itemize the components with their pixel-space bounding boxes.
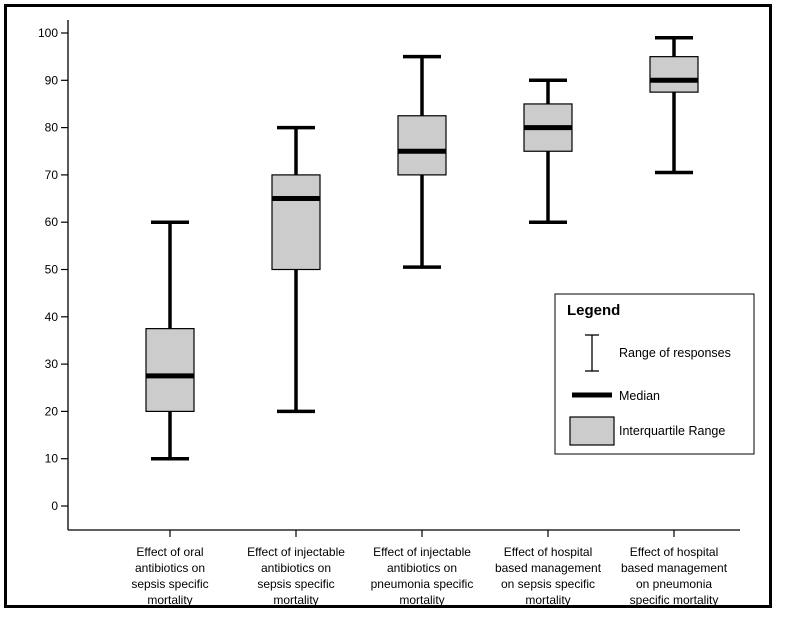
legend: Legend Range of responses Median Interquart… — [554, 293, 755, 455]
iqr-symbol — [569, 416, 615, 446]
iqr-box — [271, 174, 321, 271]
legend-label: Range of responses — [619, 346, 731, 360]
category-label-line: mortality — [525, 593, 570, 607]
y-tick-label: 40 — [45, 310, 59, 324]
y-tick-label: 90 — [45, 73, 59, 87]
category-label-line: Effect of injectable — [373, 545, 471, 559]
box-2 — [271, 125, 321, 414]
category-label-line: antibiotics on — [135, 561, 205, 575]
category-label-line: sepsis specific — [257, 577, 334, 591]
box-4 — [523, 78, 573, 224]
category-label-line: mortality — [273, 593, 318, 607]
box-series — [145, 35, 699, 461]
category-label-line: mortality — [147, 593, 192, 607]
y-tick-label: 10 — [45, 452, 59, 466]
legend-entry-range: Range of responses — [585, 334, 731, 372]
category-label-line: pneumonia specific — [371, 577, 474, 591]
category-label-line: Effect of injectable — [247, 545, 345, 559]
y-tick-label: 30 — [45, 357, 59, 371]
category-label: Effect of oral antibiotics on sepsis speci… — [131, 545, 208, 607]
legend-entry-iqr: Interquartile Range — [569, 416, 725, 446]
axes: 0 10 20 30 40 50 60 70 80 90 100 — [38, 20, 740, 537]
box-5 — [649, 35, 699, 175]
y-tick-label: 70 — [45, 168, 59, 182]
category-label-line: on sepsis specific — [501, 577, 595, 591]
y-tick-label: 100 — [38, 26, 58, 40]
y-tick-label: 50 — [45, 263, 59, 277]
box-3 — [397, 54, 447, 269]
category-label-line: on pneumonia — [636, 577, 712, 591]
category-label-line: based management — [621, 561, 728, 575]
category-label: Effect of injectable antibiotics on pneumo… — [371, 545, 474, 607]
legend-label: Median — [619, 389, 660, 403]
category-label-line: Effect of hospital — [504, 545, 593, 559]
category-label-line: based management — [495, 561, 602, 575]
chart-frame — [4, 4, 772, 608]
y-tick-label: 0 — [51, 499, 58, 513]
category-label: Effect of hospital based management on pne… — [621, 545, 728, 607]
legend-entry-median: Median — [572, 389, 660, 403]
y-tick-label: 80 — [45, 121, 59, 135]
category-label-line: specific mortality — [630, 593, 719, 607]
category-label-line: antibiotics on — [261, 561, 331, 575]
legend-title: Legend — [567, 302, 620, 319]
category-label-line: mortality — [399, 593, 444, 607]
iqr-box — [145, 328, 195, 413]
legend-label: Interquartile Range — [619, 424, 725, 438]
iqr-box — [397, 115, 447, 176]
iqr-box — [649, 56, 699, 93]
category-label: Effect of injectable antibiotics on sepsis… — [247, 545, 345, 607]
category-label-line: Effect of oral — [136, 545, 203, 559]
category-labels: Effect of oral antibiotics on sepsis speci… — [131, 545, 727, 607]
category-label-line: sepsis specific — [131, 577, 208, 591]
category-label-line: antibiotics on — [387, 561, 457, 575]
category-label-line: Effect of hospital — [630, 545, 719, 559]
box-1 — [145, 220, 195, 461]
y-tick-label: 20 — [45, 404, 59, 418]
category-label: Effect of hospital based management on sep… — [495, 545, 602, 607]
y-tick-label: 60 — [45, 215, 59, 229]
